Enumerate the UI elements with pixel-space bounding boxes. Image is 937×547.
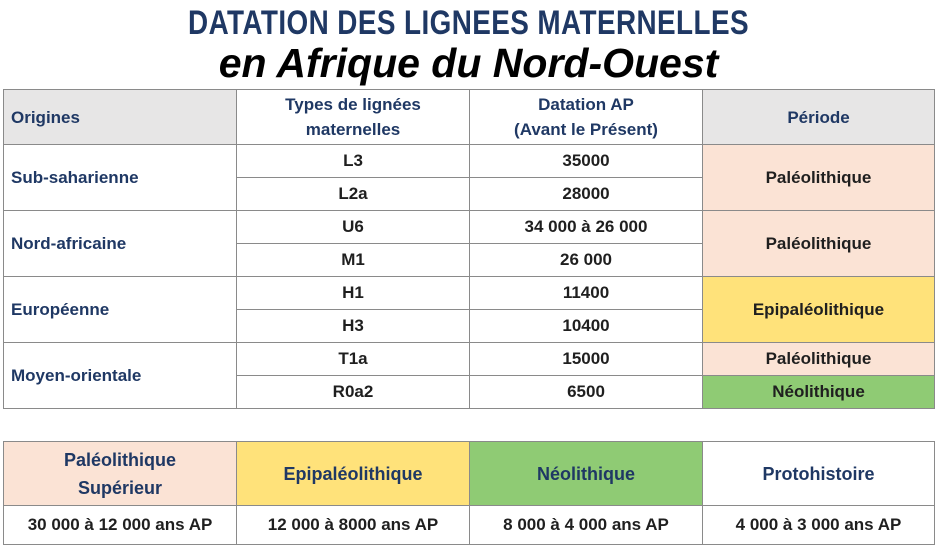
dating-cell: 35000 [469,144,703,178]
header-types-line2: maternelles [305,120,401,139]
page-title: DATATION DES LIGNEES MATERNELLES [188,4,749,42]
dating-cell: 34 000 à 26 000 [469,210,703,244]
period-cell: Paléolithique [702,342,935,376]
dating-cell: 10400 [469,309,703,343]
type-cell: H1 [236,276,470,310]
period-cell: Paléolithique [702,144,935,211]
origin-cell: Européenne [3,276,237,343]
header-types: Types de lignées maternelles [236,89,470,145]
table-row: Européenne H1 11400 Epipaléolithique [3,276,935,343]
type-cell: T1a [236,342,470,376]
legend-period-name: Protohistoire [702,441,935,506]
legend-period-name: Paléolithique Supérieur [3,441,237,506]
table-row: H3 10400 [4,309,935,343]
header-period: Période [702,89,935,145]
legend-period-name: Epipaléolithique [236,441,470,506]
header-types-line1: Types de lignées [285,95,421,114]
lineage-table: Origines Types de lignées maternelles Da… [3,89,935,409]
table-row: Nord-africaine U6 34 000 à 26 000 Paléol… [3,210,935,277]
dating-cell: 6500 [469,375,703,409]
header-dating-line1: Datation AP [538,95,634,114]
header-origins: Origines [3,89,237,145]
type-cell: M1 [236,243,470,277]
table-row: M1 26 000 [4,243,935,277]
table-row: R0a2 6500 Néolithique [4,375,935,409]
period-legend-table: Paléolithique Supérieur Epipaléolithique… [3,441,935,545]
period-cell: Néolithique [702,375,935,409]
type-cell: U6 [236,210,470,244]
dating-cell: 11400 [469,276,703,310]
legend-names-row: Paléolithique Supérieur Epipaléolithique… [3,441,935,506]
legend-period-name: Néolithique [469,441,703,506]
legend-period-range: 4 000 à 3 000 ans AP [702,505,935,545]
table-header-row: Origines Types de lignées maternelles Da… [3,89,935,145]
table-row: Moyen-orientale T1a 15000 Paléolithique [3,342,935,409]
origin-cell: Sub-saharienne [3,144,237,211]
dating-cell: 28000 [469,177,703,211]
type-cell: R0a2 [236,375,470,409]
header-dating-line2: (Avant le Présent) [514,120,658,139]
period-cell: Paléolithique [702,210,935,277]
origin-cell: Nord-africaine [3,210,237,277]
legend-period-range: 30 000 à 12 000 ans AP [3,505,237,545]
dating-cell: 26 000 [469,243,703,277]
legend-ranges-row: 30 000 à 12 000 ans AP 12 000 à 8000 ans… [3,505,935,545]
type-cell: L2a [236,177,470,211]
table-row: L2a 28000 [4,177,935,211]
type-cell: L3 [236,144,470,178]
origin-cell: Moyen-orientale [3,342,237,409]
legend-period-range: 8 000 à 4 000 ans AP [469,505,703,545]
type-cell: H3 [236,309,470,343]
dating-cell: 15000 [469,342,703,376]
header-dating: Datation AP (Avant le Présent) [469,89,703,145]
legend-period-name-line2: Supérieur [77,477,163,498]
legend-period-name-line1: Paléolithique [63,449,177,470]
table-row: Sub-saharienne L3 35000 Paléolithique [3,144,935,211]
legend-period-range: 12 000 à 8000 ans AP [236,505,470,545]
period-cell: Epipaléolithique [702,276,935,343]
page-subtitle: en Afrique du Nord-Ouest [218,40,719,86]
